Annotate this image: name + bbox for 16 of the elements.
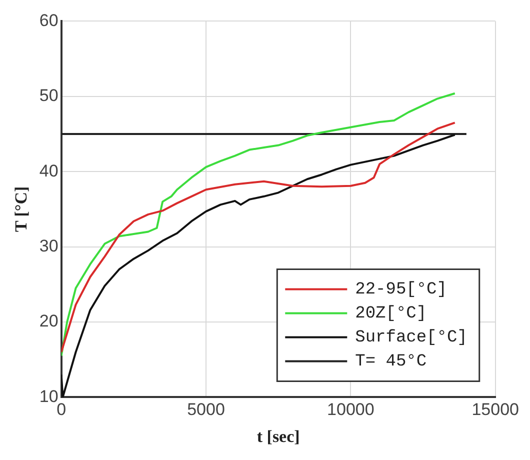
x-tick-label: 5000: [187, 400, 225, 420]
y-tick-label: 60: [39, 10, 58, 30]
legend-label: Surface[°C]: [355, 328, 468, 348]
y-tick-label: 40: [39, 161, 58, 180]
y-tick-label: 30: [39, 236, 58, 256]
y-tick-label: 20: [39, 312, 58, 331]
y-tick-label: 10: [39, 386, 58, 406]
x-tick-label: 10000: [327, 400, 374, 420]
legend-label: 22-95[°C]: [355, 280, 447, 300]
x-axis-title: t [sec]: [256, 427, 300, 446]
legend-label: 20Z[°C]: [355, 304, 427, 324]
x-tick-label: 0: [56, 400, 66, 420]
y-axis-title: T [°C]: [12, 186, 31, 232]
y-tick-label: 50: [39, 86, 58, 106]
legend-label: T= 45°C: [355, 352, 427, 372]
x-tick-label: 15000: [472, 400, 520, 420]
